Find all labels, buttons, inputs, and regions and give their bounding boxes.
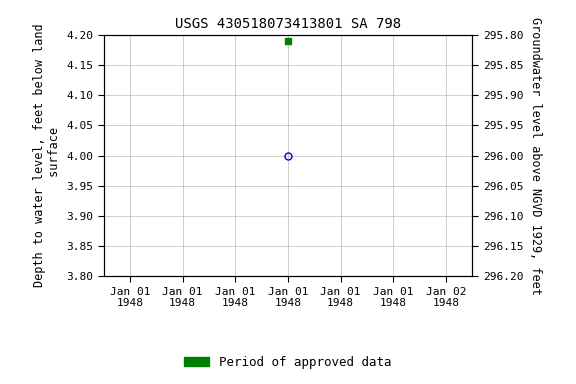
Title: USGS 430518073413801 SA 798: USGS 430518073413801 SA 798 [175,17,401,31]
Legend: Period of approved data: Period of approved data [179,351,397,374]
Y-axis label: Groundwater level above NGVD 1929, feet: Groundwater level above NGVD 1929, feet [529,17,542,295]
Y-axis label: Depth to water level, feet below land
 surface: Depth to water level, feet below land su… [33,24,60,287]
